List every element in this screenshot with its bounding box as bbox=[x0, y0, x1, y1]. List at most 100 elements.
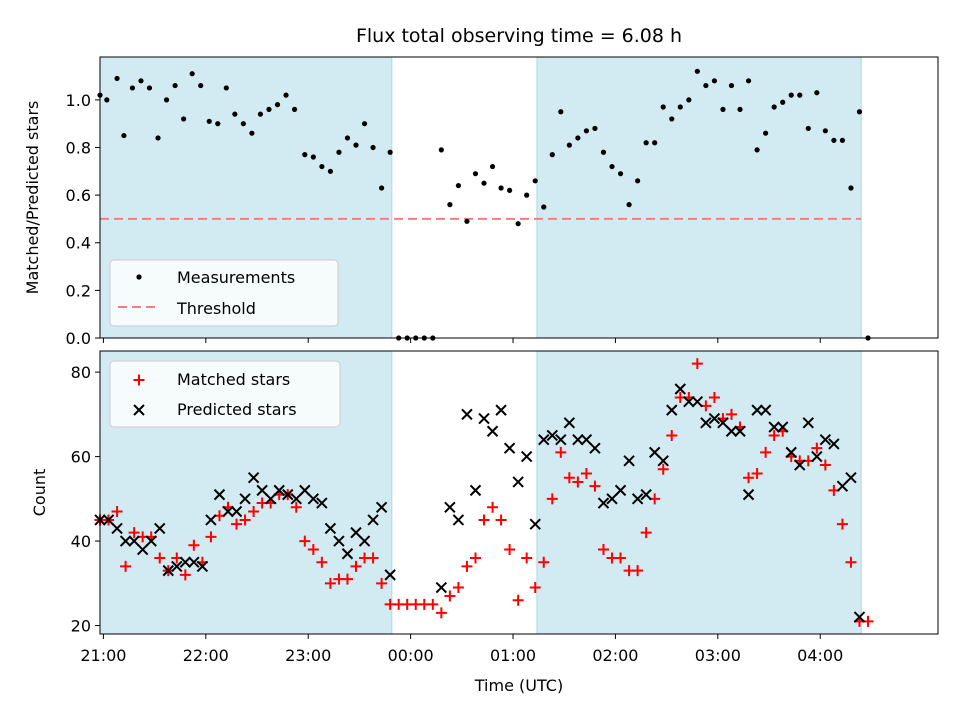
measurement-point bbox=[532, 178, 538, 184]
predicted-star-point bbox=[580, 433, 593, 446]
predicted-star-point bbox=[725, 425, 738, 437]
measurement-point bbox=[669, 116, 675, 122]
top-panel: 0.0 0.2 0.4 0.6 0.8 1.0 Matched/Predicted sta… bbox=[23, 56, 939, 348]
matched-star-point bbox=[666, 429, 678, 441]
y-tick-label: 20 bbox=[71, 617, 91, 636]
x-tick-label: 22:00 bbox=[183, 646, 229, 665]
matched-star-point bbox=[691, 358, 703, 370]
measurement-point bbox=[600, 149, 607, 155]
measurement-point bbox=[771, 104, 777, 110]
top-axes-frame bbox=[99, 56, 939, 339]
measurement-point bbox=[274, 102, 281, 108]
predicted-star-point bbox=[836, 480, 849, 492]
matched-star-point bbox=[743, 472, 755, 484]
measurement-point bbox=[361, 121, 368, 127]
predicted-star-point bbox=[657, 455, 669, 467]
bottom-y-axis-label: Count bbox=[30, 469, 49, 517]
predicted-star-point bbox=[751, 404, 763, 416]
predicted-star-point bbox=[623, 455, 635, 467]
matched-star-point bbox=[469, 552, 481, 564]
matched-star-point bbox=[452, 582, 464, 594]
matched-star-point bbox=[751, 467, 763, 479]
measurement-point bbox=[652, 140, 658, 146]
matched-star-point bbox=[563, 472, 575, 484]
measurement-point bbox=[549, 152, 555, 158]
top-x-axis-ticks bbox=[102, 338, 821, 343]
measurement-point bbox=[805, 125, 811, 132]
matched-star-point bbox=[572, 476, 584, 488]
predicted-star-point bbox=[196, 560, 209, 573]
matched-star-point bbox=[341, 573, 353, 585]
measurement-point bbox=[822, 128, 828, 134]
y-tick-label: 1.0 bbox=[66, 91, 91, 110]
measurement-point bbox=[104, 97, 110, 103]
matched-star-point bbox=[521, 552, 533, 564]
predicted-star-point bbox=[700, 417, 712, 429]
predicted-star-point bbox=[666, 404, 678, 416]
predicted-star-point bbox=[239, 493, 251, 505]
matched-star-point bbox=[231, 518, 243, 530]
measurement-point bbox=[266, 106, 272, 112]
predicted-star-point bbox=[316, 497, 328, 509]
predicted-star-point bbox=[802, 417, 814, 429]
measurement-point bbox=[583, 128, 590, 134]
predicted-star-point bbox=[290, 493, 302, 505]
predicted-star-point bbox=[205, 514, 217, 526]
predicted-star-point bbox=[520, 450, 533, 463]
matched-star-point bbox=[836, 518, 848, 530]
top-y-axis-label: Matched/Predicted stars bbox=[23, 101, 42, 295]
matched-star-point bbox=[444, 590, 456, 602]
measurement-point bbox=[319, 163, 325, 170]
predicted-star-point bbox=[461, 408, 473, 421]
matched-star-point bbox=[367, 552, 379, 564]
measurement-point bbox=[327, 168, 334, 174]
measurement-point bbox=[455, 182, 462, 189]
predicted-star-point bbox=[136, 543, 149, 556]
predicted-star-point bbox=[674, 383, 686, 395]
y-tick-label: 60 bbox=[71, 448, 91, 467]
y-tick-label: 0.4 bbox=[66, 234, 91, 253]
top-y-axis-ticks: 0.0 0.2 0.4 0.6 0.8 1.0 bbox=[66, 91, 100, 348]
measurement-point bbox=[198, 82, 204, 89]
predicted-star-point bbox=[133, 404, 145, 416]
measurement-point bbox=[249, 130, 255, 136]
measurement-point bbox=[575, 135, 581, 141]
measurement-point bbox=[472, 171, 479, 177]
measurement-point bbox=[754, 147, 760, 153]
measurement-point bbox=[745, 78, 752, 84]
predicted-star-point bbox=[853, 611, 866, 623]
measurement-point bbox=[114, 75, 120, 82]
measurement-point bbox=[814, 90, 820, 96]
predicted-star-point bbox=[845, 472, 857, 484]
matched-star-point bbox=[504, 544, 516, 556]
measurement-point bbox=[848, 185, 854, 191]
measurement-point bbox=[524, 192, 530, 198]
measurement-point bbox=[498, 185, 504, 191]
predicted-star-point bbox=[111, 522, 123, 535]
predicted-star-point bbox=[264, 493, 277, 505]
predicted-star-point bbox=[597, 497, 610, 509]
matched-star-point bbox=[580, 467, 592, 479]
y-tick-label: 40 bbox=[71, 532, 91, 551]
predicted-star-point bbox=[742, 488, 755, 501]
predicted-star-point bbox=[759, 404, 772, 416]
measurement-point bbox=[839, 137, 846, 143]
measurement-point bbox=[283, 92, 289, 98]
matched-star-point bbox=[845, 556, 857, 568]
x-tick-label: 03:00 bbox=[695, 646, 741, 665]
measurement-point bbox=[223, 85, 229, 91]
predicted-star-point bbox=[273, 484, 285, 497]
matched-star-point bbox=[811, 442, 823, 454]
legend-label: Threshold bbox=[176, 299, 256, 318]
measurement-point bbox=[136, 274, 142, 280]
top-shaded-intervals bbox=[99, 56, 862, 339]
matched-star-point bbox=[435, 607, 447, 619]
measurement-point bbox=[387, 149, 393, 155]
matched-star-point bbox=[589, 480, 601, 492]
measurement-point bbox=[172, 82, 178, 89]
measurement-point bbox=[643, 140, 649, 146]
predicted-star-point bbox=[179, 556, 192, 568]
legend-box bbox=[109, 360, 341, 428]
measurement-point bbox=[146, 85, 153, 91]
predicted-star-point bbox=[691, 395, 704, 408]
